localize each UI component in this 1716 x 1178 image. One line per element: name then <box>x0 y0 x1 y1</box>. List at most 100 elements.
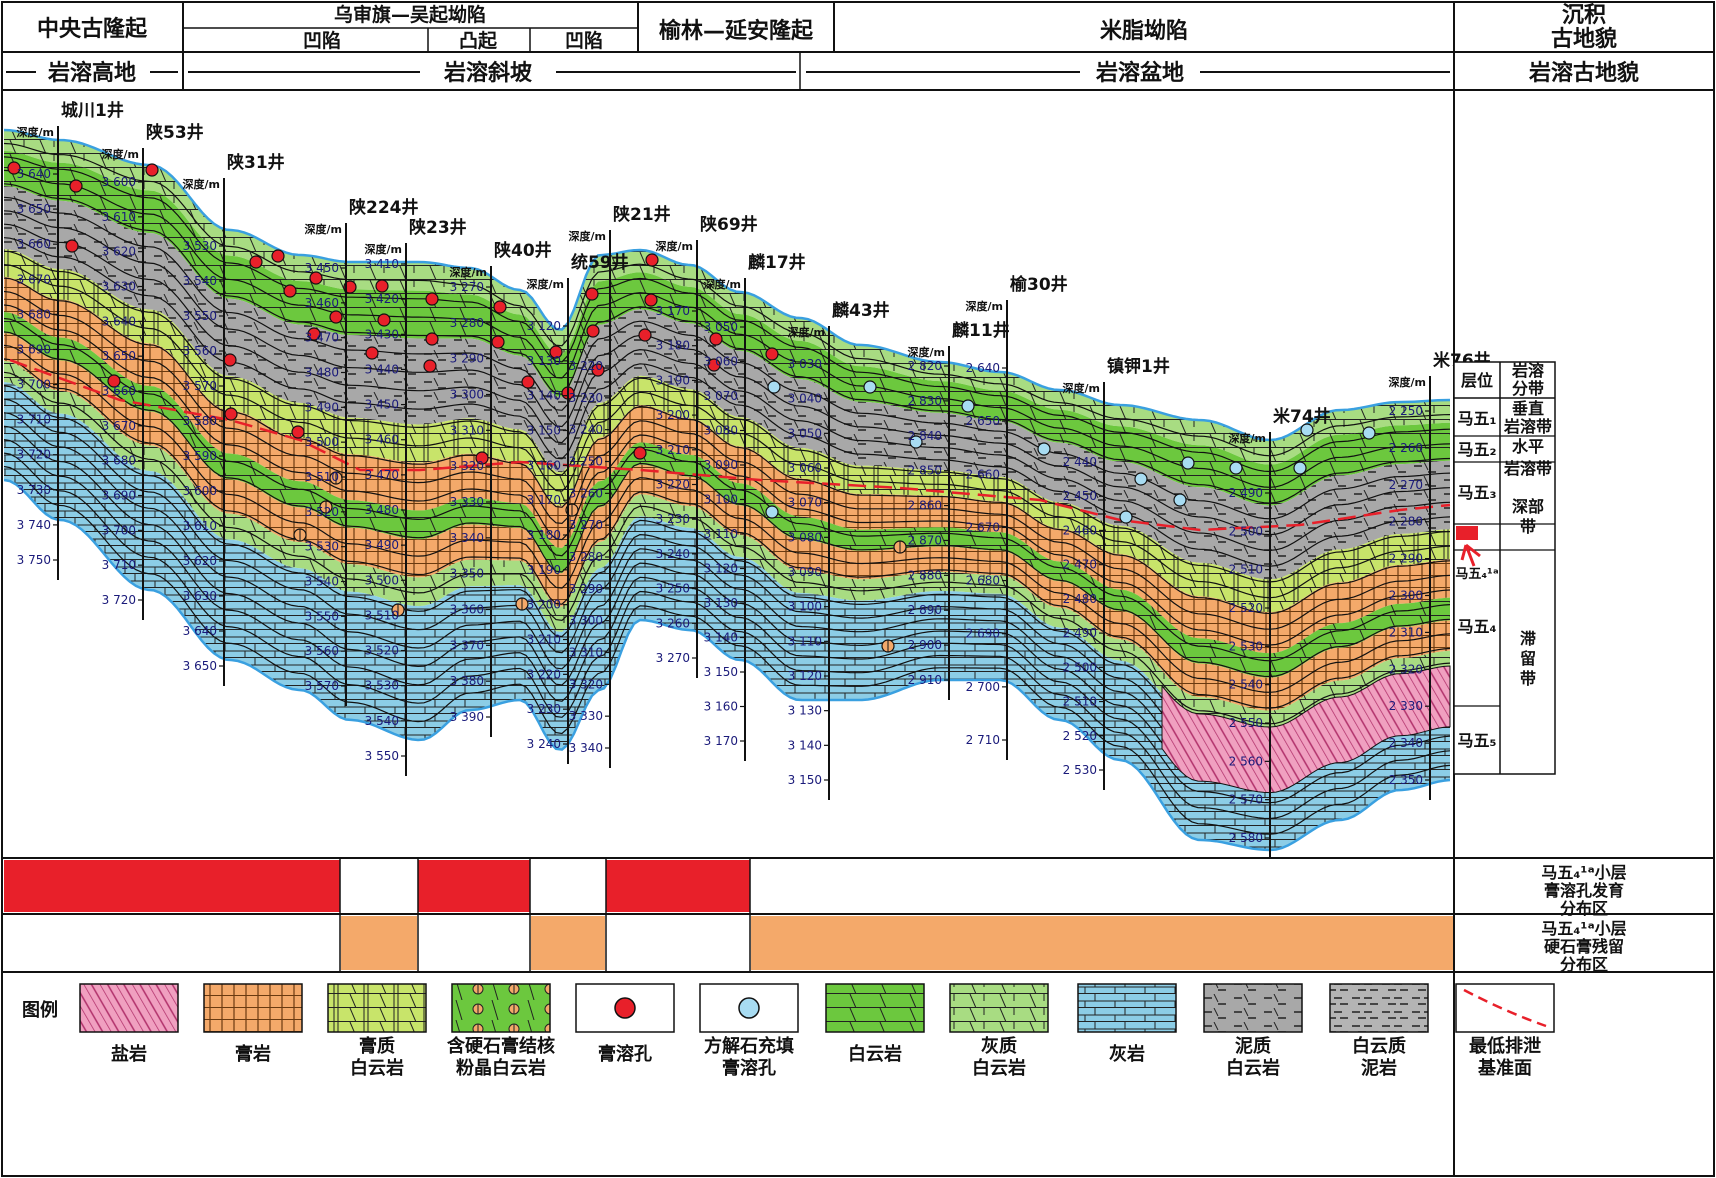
bed-line <box>4 196 1451 520</box>
cross-section <box>4 128 1451 852</box>
depth-tick-label: 3 120 <box>788 669 822 683</box>
depth-tick-label: 2 570 <box>1229 793 1263 807</box>
depth-tick-label: 3 300 <box>569 614 603 628</box>
depth-tick-label: 3 450 <box>305 261 339 275</box>
depth-tick-label: 3 610 <box>102 210 136 224</box>
depth-tick-label: 2 530 <box>1063 763 1097 777</box>
bed-line <box>4 465 1451 835</box>
depth-tick-label: 3 340 <box>569 741 603 755</box>
depth-tick-label: 3 460 <box>305 296 339 310</box>
depth-tick-label: 2 460 <box>1063 523 1097 537</box>
gypsum-pore-icon <box>633 446 647 460</box>
depth-tick-label: 3 720 <box>17 448 51 462</box>
depth-tick-label: 3 070 <box>788 496 822 510</box>
legend-label: 白云岩 <box>350 1057 404 1079</box>
bed-line <box>4 264 1451 599</box>
zone-horizontal-1: 水平 <box>1512 437 1544 456</box>
depth-tick-label: 2 490 <box>1063 626 1097 640</box>
anhydrite-nodule-icon <box>293 528 307 542</box>
depth-tick-label: 2 910 <box>908 673 942 687</box>
gypsum-pore-icon <box>329 310 343 324</box>
well-name: 米74井 <box>1273 406 1331 427</box>
strata-band-7 <box>4 361 1450 736</box>
gypsum-pore-icon <box>271 249 285 263</box>
header-sub-bulge: 凸起 <box>459 30 498 52</box>
bed-line <box>4 223 1451 552</box>
zone-stagnant-1: 滞 <box>1520 629 1536 648</box>
depth-tick-label: 2 350 <box>1389 773 1423 787</box>
header-yulin-uplift: 榆林—延安隆起 <box>659 18 814 44</box>
well-name: 城川1井 <box>61 100 124 121</box>
depth-label: 深度/m <box>305 222 342 236</box>
depth-tick-label: 3 290 <box>450 352 484 366</box>
strata-band-6 <box>4 333 1450 711</box>
strat-zone-title-2: 分带 <box>1512 379 1544 398</box>
depth-tick-label: 3 650 <box>183 659 217 673</box>
depth-tick-label: 3 120 <box>527 319 561 333</box>
depth-tick-label: 3 090 <box>704 458 738 472</box>
strat-column: 层位 岩溶 分带 马五₁ 马五₂ 马五₃ 马五₄¹ᵃ 马五₄ 马五₅ 垂直 岩溶… <box>1453 361 1556 775</box>
depth-tick-label: 3 520 <box>305 505 339 519</box>
calcite-filled-pore-icon <box>909 435 923 449</box>
depth-tick-label: 3 480 <box>365 503 399 517</box>
anhydrite-nodule-icon <box>319 500 333 514</box>
depth-label: 深度/m <box>966 299 1003 313</box>
depth-tick-label: 3 390 <box>450 710 484 724</box>
gypsum-pore-icon <box>7 161 21 175</box>
legend-swatch <box>1329 983 1429 1033</box>
depth-tick-label: 2 680 <box>966 574 1000 588</box>
zone-horizontal-2: 岩溶带 <box>1503 459 1552 478</box>
gypsum-pore-icon <box>425 332 439 346</box>
band-orange-2 <box>531 916 605 970</box>
depth-tick-label: 3 180 <box>527 528 561 542</box>
depth-tick-label: 3 310 <box>450 423 484 437</box>
depth-tick-label: 3 470 <box>365 468 399 482</box>
depth-tick-label: 3 470 <box>305 331 339 345</box>
depth-tick-label: 2 850 <box>908 464 942 478</box>
header-karst-highland: 岩溶高地 <box>47 60 136 86</box>
depth-label: 深度/m <box>1063 381 1100 395</box>
calcite-filled-pore-icon <box>1229 461 1243 475</box>
depth-tick-label: 2 440 <box>1063 455 1097 469</box>
legend-label: 方解石充填 <box>704 1035 794 1057</box>
bed-line <box>4 358 1451 709</box>
depth-tick-label: 3 650 <box>102 349 136 363</box>
depth-tick-label: 3 670 <box>102 419 136 433</box>
legend-swatch <box>79 983 179 1033</box>
depth-tick-label: 3 550 <box>183 309 217 323</box>
base-outline <box>4 478 1451 852</box>
depth-tick-label: 3 500 <box>365 573 399 587</box>
bed-line <box>4 169 1451 488</box>
legend-label: 盐岩 <box>111 1043 147 1065</box>
legend-label: 白云岩 <box>848 1043 902 1065</box>
strat-layer-m54: 马五₄ <box>1457 617 1496 636</box>
zone-stagnant-2: 留 <box>1520 649 1536 668</box>
depth-tick-label: 3 140 <box>527 389 561 403</box>
depth-tick-label: 2 310 <box>1389 625 1423 639</box>
bed-line <box>4 183 1451 504</box>
depth-tick-label: 2 710 <box>966 733 1000 747</box>
legend-label: 膏岩 <box>235 1043 271 1065</box>
gypsum-pore-icon <box>591 363 605 377</box>
depth-tick-label: 3 600 <box>102 175 136 189</box>
band-red-3 <box>606 860 750 912</box>
depth-tick-label: 3 570 <box>183 379 217 393</box>
depth-tick-label: 3 320 <box>569 677 603 691</box>
well-name: 陕40井 <box>494 240 552 261</box>
depth-tick-label: 3 530 <box>305 540 339 554</box>
bed-line <box>4 439 1451 804</box>
gypsum-pore-icon <box>65 239 79 253</box>
depth-tick-label: 3 720 <box>102 593 136 607</box>
anhydrite-nodule-icon <box>893 540 907 554</box>
legend-label: 白云岩 <box>1226 1057 1280 1079</box>
strata-band-2 <box>4 186 1450 580</box>
calcite-filled-pore-icon <box>738 997 760 1019</box>
band-red-1 <box>4 860 340 912</box>
